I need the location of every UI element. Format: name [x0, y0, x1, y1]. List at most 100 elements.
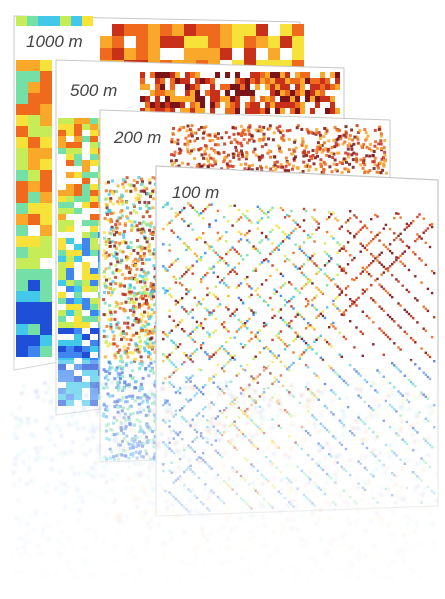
- heat-cell: [295, 126, 299, 130]
- heat-cell: [140, 84, 145, 90]
- heat-cell: [191, 352, 194, 355]
- heat-cell: [332, 138, 336, 142]
- heat-cell: [315, 338, 318, 341]
- heat-cell: [365, 244, 369, 247]
- heat-cell: [332, 277, 335, 281]
- heat-cell: [292, 164, 295, 168]
- heat-cell: [107, 180, 110, 184]
- heat-cell: [116, 260, 120, 264]
- heat-cell: [420, 347, 423, 350]
- heat-cell: [414, 341, 417, 344]
- heat-cell: [426, 287, 430, 291]
- heat-cell: [102, 270, 106, 274]
- heat-cell: [250, 221, 253, 224]
- heat-cell: [284, 156, 288, 160]
- heat-cell: [235, 149, 238, 153]
- heat-cell: [225, 96, 230, 102]
- heat-cell: [416, 237, 419, 241]
- heat-cell: [132, 249, 136, 252]
- heat-cell: [176, 345, 180, 349]
- heat-cell: [197, 258, 201, 261]
- heat-cell: [40, 170, 52, 181]
- heat-cell: [140, 312, 143, 316]
- heat-cell: [82, 298, 90, 304]
- heat-cell: [353, 236, 356, 239]
- heat-cell: [199, 280, 203, 284]
- heat-cell: [210, 245, 213, 248]
- heat-cell: [342, 159, 346, 163]
- heat-cell: [74, 244, 82, 250]
- heat-cell: [265, 323, 268, 326]
- heat-cell: [350, 128, 354, 132]
- heat-cell: [172, 153, 176, 157]
- heat-cell: [170, 78, 175, 84]
- heat-cell: [426, 353, 430, 357]
- heat-cell: [365, 288, 369, 291]
- heat-cell: [114, 223, 118, 227]
- heat-cell: [138, 274, 142, 278]
- heat-cell: [359, 228, 362, 231]
- heat-cell: [40, 192, 52, 203]
- heat-cell: [141, 275, 145, 279]
- heat-cell: [379, 171, 383, 175]
- heat-cell: [336, 143, 340, 147]
- heat-cell: [181, 297, 184, 300]
- heat-cell: [298, 247, 301, 250]
- heat-cell: [90, 274, 98, 280]
- heat-cell: [430, 269, 434, 273]
- heat-cell: [231, 268, 234, 271]
- heat-cell: [117, 196, 121, 200]
- heat-cell: [187, 268, 190, 272]
- heat-cell: [195, 137, 199, 140]
- heat-cell: [166, 289, 169, 293]
- heat-cell: [104, 243, 108, 247]
- heat-cell: [133, 257, 137, 261]
- heat-cell: [134, 307, 138, 311]
- heat-cell: [40, 280, 52, 291]
- heat-cell: [320, 164, 323, 168]
- heat-cell: [239, 238, 243, 241]
- heat-cell: [418, 257, 421, 260]
- heat-cell: [372, 321, 375, 324]
- heat-cell: [290, 231, 293, 235]
- heat-cell: [82, 190, 90, 196]
- heat-cell: [372, 237, 375, 241]
- heat-cell: [223, 216, 226, 219]
- heat-cell: [118, 306, 122, 310]
- heat-cell: [293, 140, 297, 144]
- heat-cell: [109, 323, 113, 326]
- heat-cell: [367, 242, 371, 245]
- heat-cell: [296, 166, 300, 170]
- heat-cell: [288, 281, 291, 284]
- heat-cell: [168, 287, 171, 290]
- heat-cell: [309, 324, 312, 327]
- heat-cell: [255, 78, 260, 84]
- heat-cell: [195, 210, 199, 214]
- heat-cell: [197, 324, 201, 327]
- heat-cell: [123, 348, 127, 352]
- heat-cell: [344, 131, 348, 135]
- heat-cell: [310, 96, 315, 102]
- heat-cell: [115, 226, 119, 230]
- heat-cell: [412, 220, 415, 223]
- heat-cell: [16, 93, 28, 104]
- heat-cell: [315, 294, 318, 297]
- heat-cell: [233, 248, 236, 251]
- heat-cell: [310, 84, 315, 90]
- heat-cell: [225, 84, 230, 90]
- heat-cell: [342, 335, 346, 339]
- heat-cell: [214, 251, 217, 254]
- heat-cell: [28, 104, 40, 115]
- heat-cell: [126, 346, 130, 350]
- heat-cell: [40, 181, 52, 192]
- heat-cell: [139, 231, 143, 235]
- heat-cell: [227, 135, 231, 139]
- heat-cell: [424, 351, 427, 354]
- heat-cell: [330, 345, 333, 348]
- heat-cell: [28, 82, 40, 93]
- heat-cell: [288, 237, 291, 240]
- heat-cell: [160, 78, 165, 84]
- heat-cell: [380, 157, 384, 161]
- heat-cell: [310, 78, 315, 84]
- heat-cell: [393, 342, 396, 345]
